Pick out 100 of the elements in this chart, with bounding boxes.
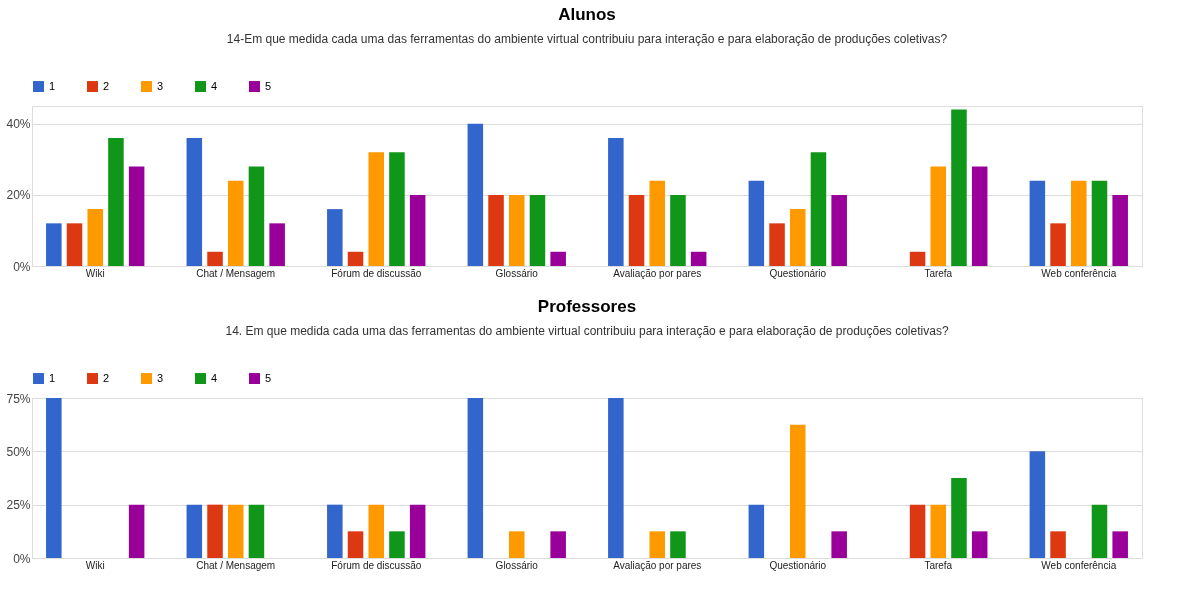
- x-tick-label: Questionário: [769, 267, 827, 279]
- bar: [248, 166, 265, 266]
- bar: [389, 531, 405, 558]
- bar: [1112, 194, 1128, 266]
- bar: [327, 504, 343, 558]
- bar: [207, 504, 223, 558]
- x-tick-label: Chat / Mensagem: [196, 559, 276, 571]
- bar: [930, 504, 947, 558]
- bar: [1050, 223, 1066, 266]
- bar: [951, 109, 967, 266]
- legend-label: 3: [157, 371, 164, 384]
- bar: [971, 166, 988, 266]
- bar: [930, 166, 947, 266]
- bar: [207, 251, 223, 266]
- bar: [186, 138, 203, 266]
- legend-label: 4: [211, 371, 218, 384]
- legend-label: 3: [157, 79, 164, 92]
- bar: [748, 504, 765, 558]
- bar: [951, 478, 967, 558]
- legend-label: 2: [103, 371, 110, 384]
- bar: [108, 138, 124, 266]
- y-tick-label: 25%: [6, 498, 31, 513]
- x-tick-label: Fórum de discussão: [331, 267, 422, 279]
- bar: [789, 209, 806, 266]
- bar: [467, 123, 484, 266]
- bar: [1112, 531, 1128, 558]
- bar: [186, 504, 203, 558]
- bar: [831, 194, 847, 266]
- y-tick-label: 40%: [6, 117, 31, 132]
- bar: [389, 152, 405, 266]
- bar: [670, 194, 686, 266]
- bar: [409, 504, 426, 558]
- bar: [608, 398, 624, 558]
- bar: [608, 138, 624, 266]
- bar: [467, 398, 484, 558]
- legend-label: 5: [265, 371, 272, 384]
- x-tick-label: Questionário: [769, 559, 827, 571]
- bar: [227, 504, 244, 558]
- legend-label: 4: [211, 79, 218, 92]
- bar: [347, 531, 364, 558]
- y-tick-label: 0%: [13, 551, 31, 566]
- bar: [248, 504, 265, 558]
- x-tick-label: Glossário: [495, 559, 539, 571]
- bar: [488, 194, 504, 266]
- bar: [529, 194, 546, 266]
- bar: [87, 209, 103, 266]
- bar: [1091, 504, 1108, 558]
- chart-subtitle: 14-Em que medida cada uma das ferramentas do ambiente virtual contribuiu para interação e para elaboração de produções coletivas?: [226, 32, 948, 46]
- bar: [628, 194, 645, 266]
- bar: [269, 223, 285, 266]
- bar: [368, 504, 385, 558]
- bar: [347, 251, 364, 266]
- x-tick-label: Web conferência: [1041, 559, 1117, 571]
- bar: [649, 180, 666, 266]
- bar: [909, 251, 926, 266]
- chart-subtitle: 14. Em que medida cada uma das ferramentas do ambiente virtual contribuiu para interação e para elaboração de produções coletivas?: [225, 324, 949, 338]
- x-tick-label: Avaliação por pares: [613, 559, 702, 571]
- bar: [550, 531, 566, 558]
- bar: [1029, 451, 1046, 558]
- bar: [66, 223, 83, 266]
- bar: [810, 152, 827, 266]
- legend-label: 2: [103, 79, 110, 92]
- x-tick-label: Fórum de discussão: [331, 559, 422, 571]
- bar: [327, 209, 343, 266]
- x-tick-label: Chat / Mensagem: [196, 267, 276, 279]
- bar: [670, 531, 686, 558]
- y-tick-label: 0%: [13, 259, 31, 274]
- bar: [46, 398, 62, 558]
- bar: [748, 180, 765, 266]
- x-tick-label: Tarefa: [924, 559, 953, 571]
- bar: [1091, 180, 1108, 266]
- bar: [649, 531, 666, 558]
- bar: [128, 504, 145, 558]
- bar: [550, 251, 566, 266]
- bar: [831, 531, 847, 558]
- x-tick-label: Avaliação por pares: [613, 267, 702, 279]
- bar: [1029, 180, 1046, 266]
- x-tick-label: Tarefa: [924, 267, 953, 279]
- bar: [1071, 180, 1087, 266]
- bar: [769, 223, 785, 266]
- bar: [789, 424, 806, 558]
- x-tick-label: Wiki: [85, 267, 105, 279]
- y-tick-label: 50%: [6, 444, 31, 459]
- bar: [508, 194, 525, 266]
- legend-label: 5: [265, 79, 272, 92]
- legend-label: 1: [49, 79, 56, 92]
- bar: [409, 194, 426, 266]
- bar: [368, 152, 385, 266]
- bar: [128, 166, 145, 266]
- chart-title: Professores: [537, 297, 637, 316]
- chart-title: Alunos: [558, 5, 616, 24]
- bar: [971, 531, 988, 558]
- bar: [46, 223, 62, 266]
- x-tick-label: Wiki: [85, 559, 105, 571]
- bar: [909, 504, 926, 558]
- x-tick-label: Glossário: [495, 267, 539, 279]
- y-tick-label: 75%: [6, 391, 31, 406]
- bar: [508, 531, 525, 558]
- legend-label: 1: [49, 371, 56, 384]
- bar: [227, 180, 244, 266]
